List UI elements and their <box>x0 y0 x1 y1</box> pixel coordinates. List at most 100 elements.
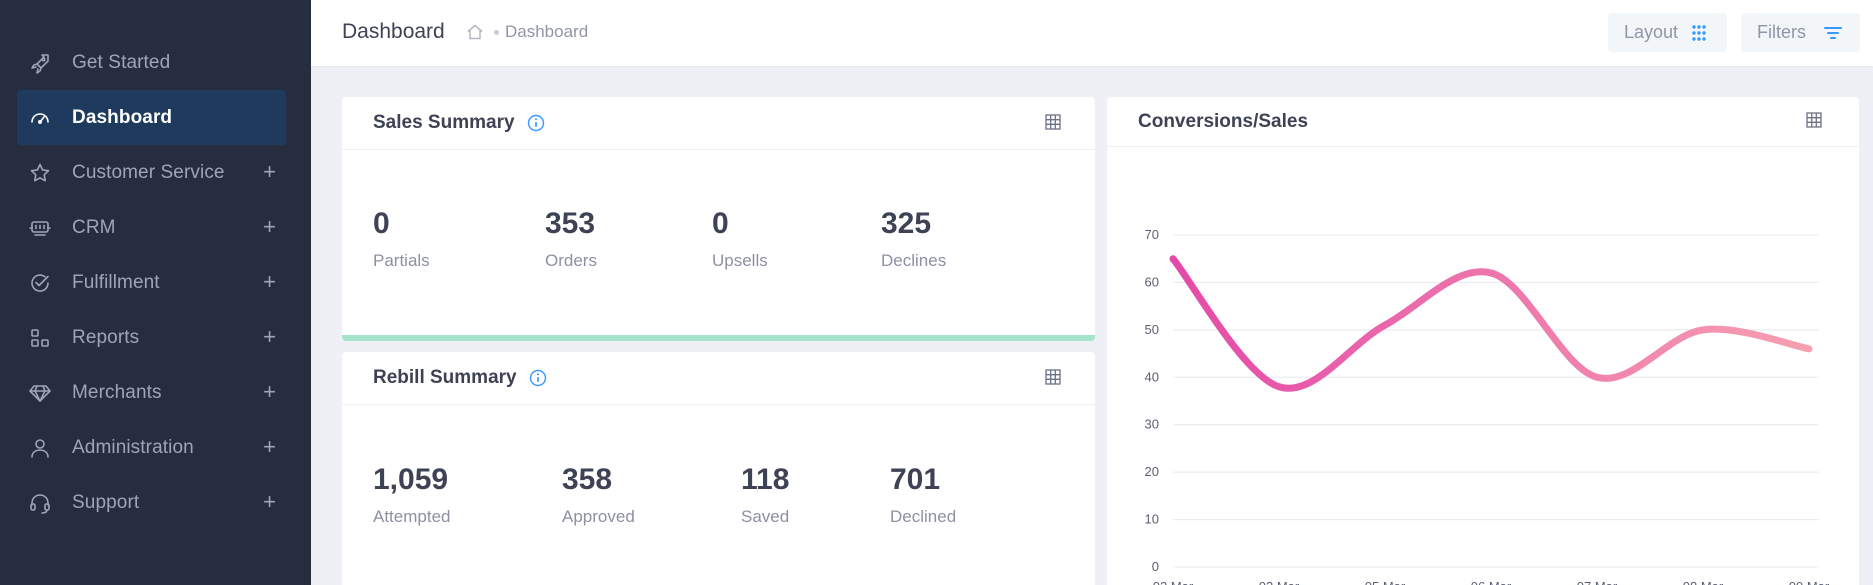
expand-icon[interactable]: + <box>263 269 276 294</box>
user-icon <box>29 437 51 459</box>
stat-declined: 701 Declined <box>890 463 956 527</box>
header: Dashboard Dashboard Layout Filters <box>311 0 1873 66</box>
sidebar-item-label: Support <box>72 491 140 513</box>
series-line-0 <box>1169 255 1813 392</box>
info-icon[interactable] <box>527 114 545 132</box>
y-tick-label: 10 <box>1145 512 1159 527</box>
check-circle-icon <box>29 272 51 294</box>
home-icon[interactable] <box>466 23 484 41</box>
breadcrumb: Dashboard <box>466 22 588 42</box>
sidebar-item-label: Customer Service <box>72 161 225 183</box>
sidebar-item-administration[interactable]: Administration + <box>17 420 286 475</box>
sidebar-item-reports[interactable]: Reports + <box>17 310 286 365</box>
x-tick-label: 02 Mar <box>1153 579 1194 585</box>
sidebar-item-dashboard[interactable]: Dashboard <box>17 90 286 145</box>
y-tick-label: 0 <box>1152 559 1159 574</box>
stat-label: Orders <box>545 251 597 270</box>
y-tick-label: 30 <box>1145 417 1159 432</box>
stat-approved: 358 Approved <box>562 463 635 527</box>
sidebar-item-label: Administration <box>72 436 194 458</box>
rebill-summary-title: Rebill Summary <box>373 367 517 388</box>
progress-bar <box>342 335 1095 341</box>
conversions-header: Conversions/Sales <box>1107 97 1859 147</box>
x-tick-label: 05 Mar <box>1365 579 1406 585</box>
stat-value: 1,059 <box>373 463 449 496</box>
table-view-icon[interactable] <box>1806 112 1822 128</box>
breadcrumb-item[interactable]: Dashboard <box>505 22 589 41</box>
y-tick-label: 40 <box>1145 369 1159 384</box>
stat-value: 353 <box>545 207 596 240</box>
sidebar-item-support[interactable]: Support + <box>17 475 286 530</box>
sidebar-item-label: Dashboard <box>72 106 173 128</box>
sidebar-item-merchants[interactable]: Merchants + <box>17 365 286 420</box>
rebill-summary-header: Rebill Summary <box>342 352 1095 405</box>
y-tick-label: 70 <box>1145 227 1159 242</box>
stat-value: 0 <box>373 207 390 240</box>
x-tick-label: 03 Mar <box>1259 579 1300 585</box>
expand-icon[interactable]: + <box>263 324 276 349</box>
table-view-icon[interactable] <box>1045 114 1061 130</box>
expand-icon[interactable]: + <box>263 489 276 514</box>
stat-label: Upsells <box>712 251 768 270</box>
filters-button-label: Filters <box>1757 22 1806 42</box>
expand-icon[interactable]: + <box>263 434 276 459</box>
breadcrumb-separator <box>494 29 499 35</box>
expand-icon[interactable]: + <box>263 214 276 239</box>
table-view-icon[interactable] <box>1045 369 1061 385</box>
stat-value: 358 <box>562 463 613 496</box>
x-tick-label: 09 Mar <box>1789 579 1830 585</box>
stat-label: Attempted <box>373 507 451 526</box>
expand-icon[interactable]: + <box>263 159 276 184</box>
sidebar-item-label: Fulfillment <box>72 271 160 293</box>
stat-label: Saved <box>741 507 790 526</box>
x-tick-label: 07 Mar <box>1577 579 1618 585</box>
info-icon[interactable] <box>529 369 547 387</box>
conversions-card: Conversions/Sales 0 10 20 30 40 50 60 70 02 Mar… <box>1107 97 1859 585</box>
sidebar-item-get-started[interactable]: Get Started <box>17 35 286 90</box>
sales-summary-card: Sales Summary 0 Partials 353 Orders 0 Up… <box>342 97 1095 341</box>
layout-button[interactable]: Layout <box>1608 13 1727 52</box>
sales-summary-header: Sales Summary <box>342 97 1095 150</box>
expand-icon[interactable]: + <box>263 379 276 404</box>
y-tick-label: 20 <box>1145 464 1159 479</box>
sidebar: Get Started Dashboard Customer Service + CRM… <box>0 0 311 585</box>
sales-summary-title: Sales Summary <box>373 112 515 133</box>
stat-attempted: 1,059 Attempted <box>373 463 451 527</box>
x-tick-label: 06 Mar <box>1471 579 1512 585</box>
sidebar-nav: Get Started Dashboard Customer Service + CRM… <box>0 35 311 530</box>
rocket-icon <box>29 52 51 74</box>
sidebar-item-fulfillment[interactable]: Fulfillment + <box>17 255 286 310</box>
conversions-title: Conversions/Sales <box>1138 110 1309 132</box>
blocks-icon <box>29 327 51 349</box>
star-icon <box>29 162 51 184</box>
filters-button[interactable]: Filters <box>1741 13 1860 52</box>
crm-icon <box>29 217 51 239</box>
sidebar-item-customer-service[interactable]: Customer Service + <box>17 145 286 200</box>
sidebar-item-crm[interactable]: CRM + <box>17 200 286 255</box>
sidebar-item-label: CRM <box>72 216 116 238</box>
rebill-summary-card: Rebill Summary 1,059 Attempted 358 Appro… <box>342 352 1095 585</box>
stat-saved: 118 Saved <box>741 463 789 527</box>
x-tick-label: 08 Mar <box>1683 579 1724 585</box>
stat-upsells: 0 Upsells <box>712 207 768 271</box>
sidebar-item-label: Merchants <box>72 381 162 403</box>
stat-label: Declined <box>890 507 957 526</box>
page-title: Dashboard <box>342 20 445 43</box>
stat-label: Partials <box>373 251 430 270</box>
speedometer-icon <box>29 107 51 129</box>
stat-value: 0 <box>712 207 729 240</box>
stat-value: 701 <box>890 463 941 496</box>
stat-orders: 353 Orders <box>545 207 597 271</box>
conversions-chart: 0 10 20 30 40 50 60 70 02 Mar 03 Mar 05 Mar 06 Mar… <box>1145 227 1830 585</box>
stat-partials: 0 Partials <box>373 207 430 271</box>
y-tick-label: 60 <box>1145 274 1159 289</box>
diamond-icon <box>29 382 51 404</box>
stat-value: 325 <box>881 207 932 240</box>
stat-declines: 325 Declines <box>881 207 946 271</box>
filter-icon <box>1824 24 1842 42</box>
stat-label: Approved <box>562 507 635 526</box>
y-tick-label: 50 <box>1145 322 1159 337</box>
headset-icon <box>29 492 51 514</box>
stat-label: Declines <box>881 251 947 270</box>
stat-value: 118 <box>741 463 790 496</box>
